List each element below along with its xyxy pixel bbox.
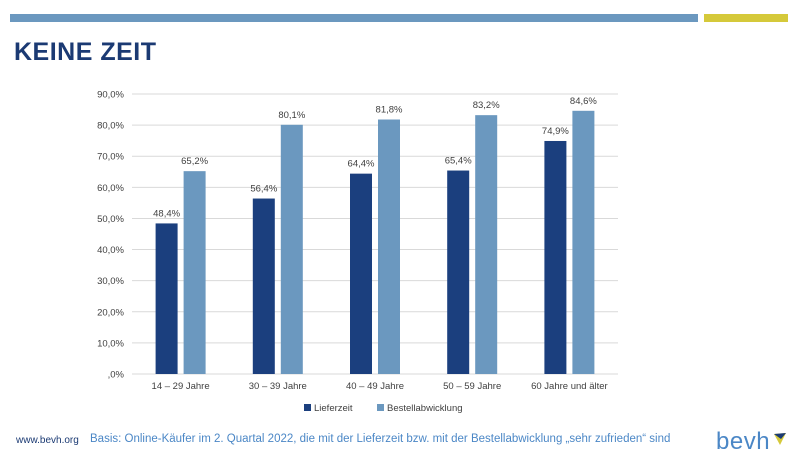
legend-swatch-lieferzeit: [304, 404, 311, 411]
bar-bestellabwicklung: [378, 119, 400, 374]
logo-text: bevh: [716, 428, 771, 455]
x-tick-label: 60 Jahre und älter: [531, 381, 608, 392]
bar-lieferzeit: [155, 223, 178, 374]
data-label: 48,4%: [153, 208, 180, 219]
data-label: 64,4%: [348, 159, 375, 170]
y-tick-label: 50,0%: [97, 214, 124, 225]
y-tick-label: 10,0%: [97, 338, 124, 349]
x-tick-label: 30 – 39 Jahre: [249, 381, 307, 392]
data-label: 81,8%: [376, 105, 403, 116]
legend-label: Lieferzeit: [314, 403, 353, 414]
data-label: 74,9%: [542, 126, 569, 137]
legend-swatch-bestellabwicklung: [377, 404, 384, 411]
y-tick-label: 90,0%: [97, 90, 124, 101]
x-tick-label: 14 – 29 Jahre: [152, 381, 210, 392]
data-label: 80,1%: [278, 110, 305, 121]
data-label: 83,2%: [473, 100, 500, 111]
bar-lieferzeit: [252, 198, 275, 374]
bar-lieferzeit: [544, 140, 567, 374]
footer-note: Basis: Online-Käufer im 2. Quartal 2022,…: [90, 433, 671, 445]
data-label: 65,4%: [445, 156, 472, 167]
legend-label: Bestellabwicklung: [387, 403, 463, 414]
x-tick-label: 50 – 59 Jahre: [443, 381, 501, 392]
bar-lieferzeit: [447, 170, 470, 374]
y-tick-label: ,0%: [108, 370, 125, 381]
bar-lieferzeit: [350, 173, 372, 374]
data-label: 56,4%: [250, 184, 277, 195]
header-accent-bar-blue: [10, 14, 698, 22]
page-title: KEINE ZEIT: [14, 38, 157, 66]
y-tick-label: 30,0%: [97, 276, 124, 287]
header-accent-bar-yellow: [704, 14, 788, 22]
bar-bestellabwicklung: [475, 115, 498, 375]
bar-bestellabwicklung: [183, 171, 206, 374]
y-tick-label: 40,0%: [97, 245, 124, 256]
bevh-logo: bevh: [716, 430, 787, 454]
bar-bestellabwicklung: [280, 124, 303, 374]
bar-bestellabwicklung: [572, 110, 595, 375]
footer-url[interactable]: www.bevh.org: [16, 435, 79, 446]
y-tick-label: 80,0%: [97, 121, 124, 132]
y-tick-label: 20,0%: [97, 307, 124, 318]
data-label: 65,2%: [181, 156, 208, 167]
data-label: 84,6%: [570, 96, 597, 107]
logo-mark-icon: [774, 433, 787, 445]
y-tick-label: 60,0%: [97, 183, 124, 194]
x-tick-label: 40 – 49 Jahre: [346, 381, 404, 392]
y-tick-label: 70,0%: [97, 152, 124, 163]
